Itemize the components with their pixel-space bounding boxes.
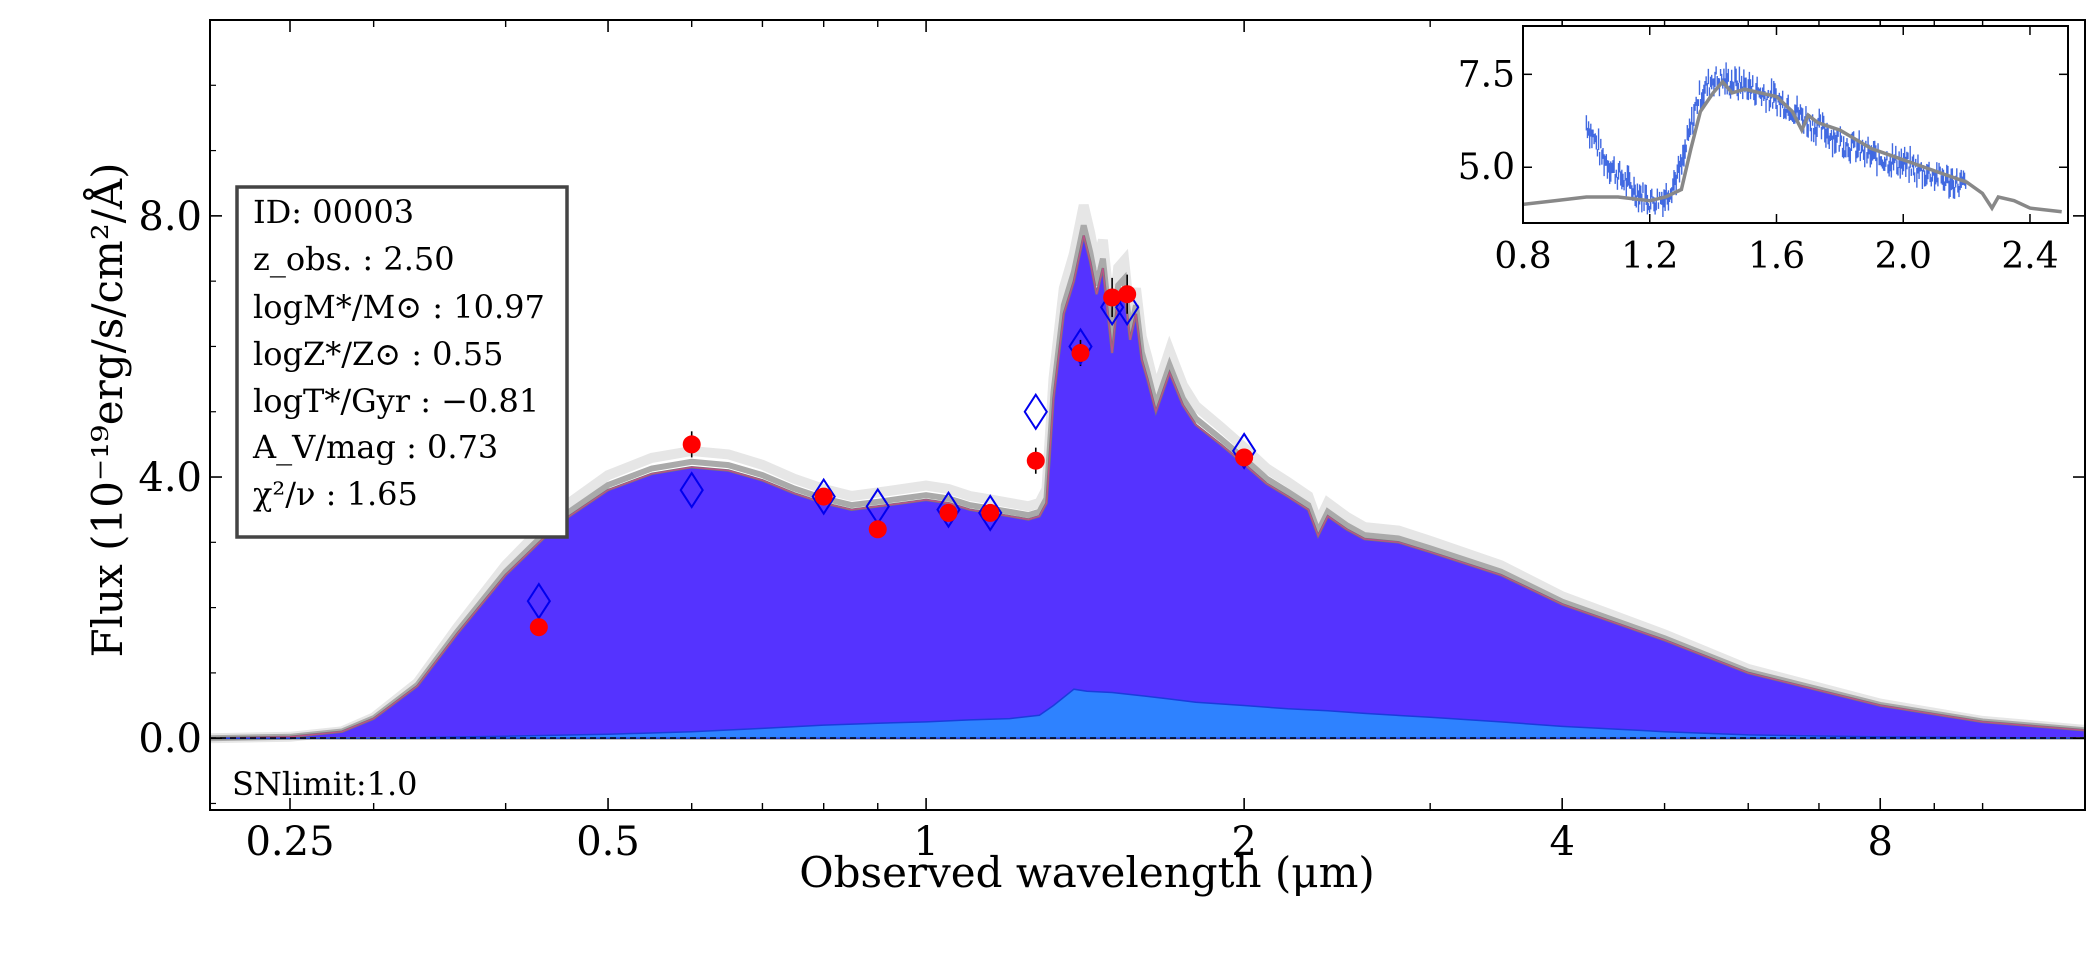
model-envelope-inner bbox=[210, 224, 2085, 742]
inset-x-tick-label: 2.0 bbox=[1875, 236, 1932, 277]
y-tick-label: 0.0 bbox=[138, 716, 202, 762]
y-tick-label: 8.0 bbox=[138, 194, 202, 240]
observed-photometry-point bbox=[939, 503, 958, 522]
observed-photometry-point bbox=[1118, 285, 1137, 304]
model-photometry-point bbox=[811, 477, 836, 516]
model-photometry-point bbox=[978, 494, 1003, 532]
sn-limit-annotation: SNlimit:1.0 bbox=[232, 765, 418, 803]
inset-x-tick-label: 2.4 bbox=[2001, 236, 2058, 277]
observed-photometry-point bbox=[682, 435, 701, 454]
x-tick-label: 4 bbox=[1549, 819, 1574, 865]
inset-frame bbox=[1522, 25, 2069, 224]
x-tick-label: 2 bbox=[1231, 819, 1256, 865]
inset-x-tick-label: 1.2 bbox=[1621, 236, 1678, 277]
model-photometry-point bbox=[526, 582, 552, 620]
observed-photometry-point bbox=[1026, 451, 1045, 470]
model-component-area bbox=[210, 688, 2085, 739]
info-metallicity: logZ*/Z⊙ : 0.55 bbox=[253, 335, 503, 373]
observed-photometry-point bbox=[1103, 288, 1122, 307]
observed-photometry-point bbox=[814, 487, 833, 506]
info-stellar-mass: logM*/M⊙ : 10.97 bbox=[253, 288, 545, 326]
inset-model-line bbox=[1523, 79, 2062, 214]
observed-photometry-point bbox=[981, 503, 1000, 522]
x-tick-label: 8 bbox=[1867, 819, 1892, 865]
y-axis-label: Flux (10⁻¹⁹erg/s/cm²/Å) bbox=[82, 162, 132, 657]
info-id: ID: 00003 bbox=[253, 193, 414, 231]
model-envelope-outer bbox=[210, 204, 2085, 744]
info-age: logT*/Gyr : −0.81 bbox=[253, 382, 539, 420]
inset-y-tick-label: 7.5 bbox=[1458, 54, 1515, 95]
inset-y-tick-label: 5.0 bbox=[1458, 147, 1515, 188]
info-box: ID: 00003 z_obs. : 2.50 logM*/M⊙ : 10.97… bbox=[235, 185, 569, 539]
info-dust: A_V/mag : 0.73 bbox=[252, 428, 498, 466]
model-total-line bbox=[210, 235, 2085, 739]
x-tick-label: 0.25 bbox=[245, 819, 334, 865]
observed-photometry-point bbox=[1235, 448, 1254, 467]
model-photometry-point bbox=[1068, 327, 1093, 366]
x-tick-label: 1 bbox=[913, 819, 938, 865]
info-redshift: z_obs. : 2.50 bbox=[253, 240, 455, 278]
main-plot-frame bbox=[209, 19, 2086, 811]
model-photometry-point bbox=[1231, 432, 1257, 470]
x-tick-label: 0.5 bbox=[576, 819, 640, 865]
inset-spectrum-panel: 0.8 1.2 1.6 2.0 2.4 5.0 7.5 bbox=[1458, 25, 2069, 277]
model-photometry-point bbox=[1023, 392, 1048, 431]
y-tick-label: 4.0 bbox=[138, 455, 202, 501]
inset-x-tick-label: 0.8 bbox=[1494, 236, 1551, 277]
inset-x-tick-label: 1.6 bbox=[1748, 236, 1805, 277]
model-photometry-point bbox=[679, 471, 704, 509]
info-box-frame bbox=[235, 185, 569, 539]
x-axis-label: Observed wavelength (μm) bbox=[799, 848, 1375, 897]
info-chi2: χ²/ν : 1.65 bbox=[253, 475, 418, 513]
observed-photometry-point bbox=[1071, 343, 1090, 362]
observed-photometry-point bbox=[868, 520, 887, 539]
observed-photometry-point bbox=[529, 618, 548, 637]
model-photometry-point bbox=[936, 490, 961, 529]
